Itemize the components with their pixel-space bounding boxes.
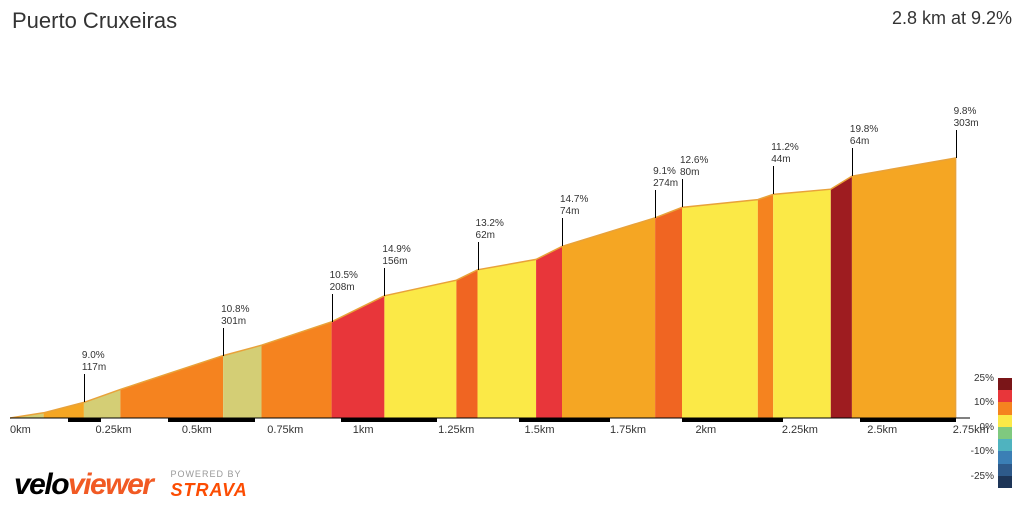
x-tick: 1.75km [610, 424, 646, 436]
x-axis: 0km 0.25km 0.5km 0.75km 1km 1.25km 1.5km 1.75km… [10, 424, 970, 440]
climb-title: Puerto Cruxeiras [12, 8, 177, 34]
segment-label: 12.6%80m [680, 155, 708, 179]
legend-segment [998, 464, 1012, 476]
segment-label: 19.8%64m [850, 124, 878, 148]
segment [262, 322, 332, 418]
x-tick: 2.25km [782, 424, 818, 436]
bar-mark [519, 418, 610, 422]
legend-segment [998, 390, 1012, 402]
segment-label: 13.2%62m [476, 218, 504, 242]
segment [852, 158, 956, 418]
leader-line [478, 242, 479, 270]
legend-label: 0% [980, 422, 994, 433]
legend-segment [998, 451, 1012, 463]
segment-label: 9.1%274m [653, 166, 678, 190]
legend-segment [998, 476, 1012, 488]
segment-label: 14.7%74m [560, 194, 588, 218]
gradient-legend [998, 378, 1012, 488]
leader-line [655, 190, 656, 218]
legend-segment [998, 402, 1012, 414]
elevation-profile-chart: 9.0%117m 10.8%301m 10.5%208m 14.9%156m 13.2%… [10, 50, 970, 420]
segment [223, 345, 261, 418]
leader-line [852, 148, 853, 176]
segment [332, 296, 385, 418]
bar-mark [68, 418, 102, 422]
bar-mark [341, 418, 437, 422]
x-tick: 2km [695, 424, 716, 436]
powered-by-block: POWERED BY STRAVA [170, 469, 247, 501]
segment [120, 356, 223, 418]
segment-label: 9.8%303m [954, 106, 979, 130]
leader-line [332, 294, 333, 322]
footer: veloviewer POWERED BY STRAVA [14, 468, 248, 502]
segment [478, 259, 537, 418]
x-tick: 2.5km [867, 424, 897, 436]
legend-segment [998, 439, 1012, 451]
legend-segment [998, 378, 1012, 390]
leader-line [384, 268, 385, 296]
legend-segment [998, 427, 1012, 439]
segment [384, 280, 456, 418]
segment [655, 207, 682, 418]
leader-line [84, 374, 85, 402]
segment [831, 176, 852, 418]
segment [456, 270, 477, 418]
legend-label: -10% [971, 446, 994, 457]
leader-line [773, 166, 774, 194]
segment-label: 10.5%208m [330, 270, 358, 294]
segment [562, 218, 655, 418]
distance-bar-marks [10, 418, 970, 422]
x-tick: 0km [10, 424, 31, 436]
segment [536, 246, 562, 418]
x-tick: 1.5km [525, 424, 555, 436]
veloviewer-logo: veloviewer [14, 468, 152, 502]
strava-logo: STRAVA [170, 480, 247, 501]
header: Puerto Cruxeiras 2.8 km at 9.2% [0, 0, 1024, 38]
segment [84, 389, 120, 418]
leader-line [956, 130, 957, 158]
bar-mark [682, 418, 783, 422]
segment [758, 194, 773, 418]
climb-summary: 2.8 km at 9.2% [892, 8, 1012, 34]
segment-label: 10.8%301m [221, 304, 249, 328]
segment-label: 14.9%156m [382, 244, 410, 268]
leader-line [223, 328, 224, 356]
segment [773, 189, 831, 418]
x-tick: 0.25km [95, 424, 131, 436]
powered-by-label: POWERED BY [170, 469, 247, 480]
x-tick: 0.5km [182, 424, 212, 436]
bar-mark [168, 418, 254, 422]
legend-segment [998, 415, 1012, 427]
leader-line [682, 179, 683, 207]
leader-line [562, 218, 563, 246]
segment [44, 402, 84, 418]
x-tick: 1.25km [438, 424, 474, 436]
legend-label: 10% [974, 397, 994, 408]
legend-label: -25% [971, 471, 994, 482]
segment-label: 9.0%117m [82, 350, 106, 374]
x-tick: 1km [353, 424, 374, 436]
segment [682, 200, 758, 418]
x-tick: 0.75km [267, 424, 303, 436]
bar-mark [860, 418, 956, 422]
legend-label: 25% [974, 373, 994, 384]
segment-label: 11.2%44m [771, 142, 799, 166]
